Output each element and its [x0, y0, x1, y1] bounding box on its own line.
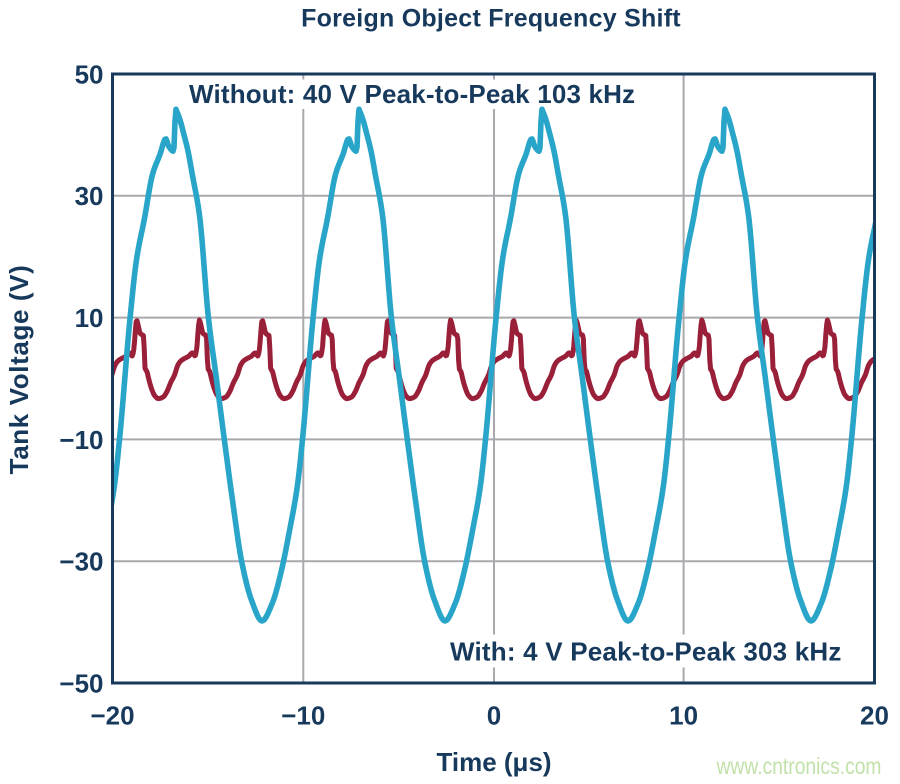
svg-text:−20: −20: [90, 700, 134, 730]
svg-text:10: 10: [669, 700, 698, 730]
svg-text:Time (μs): Time (μs): [436, 747, 551, 777]
svg-text:50: 50: [75, 59, 104, 89]
svg-text:20: 20: [860, 700, 889, 730]
svg-text:30: 30: [75, 181, 104, 211]
svg-text:Without: 40 V Peak-to-Peak 103: Without: 40 V Peak-to-Peak 103 kHz: [189, 79, 635, 109]
svg-text:−50: −50: [59, 668, 103, 698]
svg-text:Tank Voltage (V): Tank Voltage (V): [4, 265, 34, 475]
svg-text:−10: −10: [281, 700, 325, 730]
svg-text:With: 4 V Peak-to-Peak 303 kHz: With: 4 V Peak-to-Peak 303 kHz: [450, 637, 842, 667]
svg-text:−10: −10: [59, 425, 103, 455]
svg-text:0: 0: [487, 700, 501, 730]
svg-text:−30: −30: [59, 547, 103, 577]
svg-text:10: 10: [75, 303, 104, 333]
svg-text:www.cntronics.com: www.cntronics.com: [716, 753, 882, 779]
svg-text:Foreign Object Frequency Shift: Foreign Object Frequency Shift: [301, 5, 681, 33]
